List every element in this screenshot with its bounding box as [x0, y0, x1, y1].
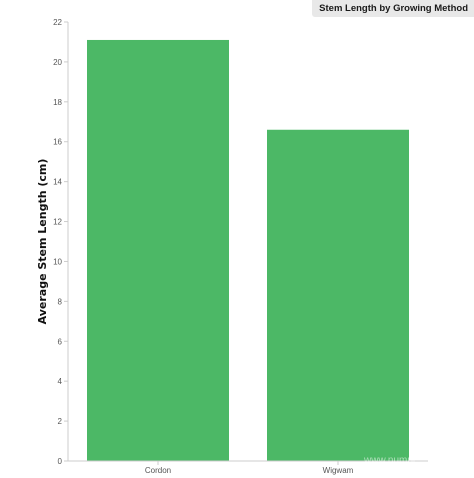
y-tick-label: 6	[58, 337, 63, 346]
bar-wigwam[interactable]	[267, 129, 409, 461]
bar-cordon[interactable]	[87, 39, 229, 461]
y-tick-label: 20	[53, 58, 62, 67]
y-tick-label: 14	[53, 178, 62, 187]
y-tick-label: 18	[53, 98, 62, 107]
y-axis-ticks: 0 2 4 6 8 10 12 14 16 18 20 22	[53, 18, 68, 466]
y-tick-label: 12	[53, 218, 62, 227]
y-tick-label: 8	[58, 297, 63, 306]
watermark: www.numpl	[363, 455, 415, 466]
chart-title: Stem Length by Growing Method	[312, 0, 474, 17]
y-tick-label: 4	[58, 377, 63, 386]
bars	[87, 39, 409, 461]
y-tick-label: 22	[53, 18, 62, 27]
y-tick-label: 2	[58, 417, 63, 426]
y-tick-label: 0	[58, 457, 63, 466]
y-tick-label: 16	[53, 138, 62, 147]
x-tick-label: Cordon	[145, 466, 171, 475]
x-axis-ticks: Cordon Wigwam	[145, 461, 354, 475]
y-axis-title: Average Stem Length (cm)	[36, 159, 49, 325]
x-tick-label: Wigwam	[323, 466, 354, 475]
y-tick-label: 10	[53, 257, 62, 266]
